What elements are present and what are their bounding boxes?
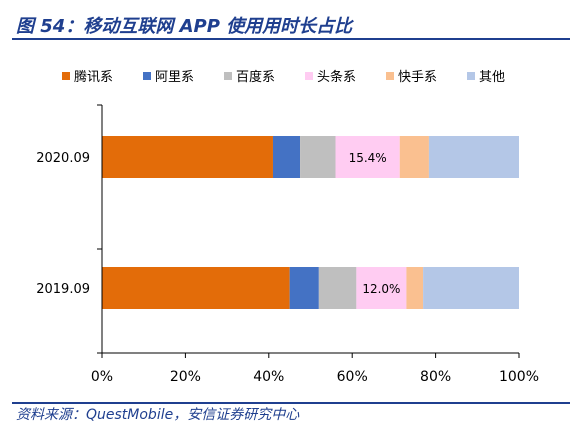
legend-label: 阿里系 bbox=[155, 70, 194, 85]
bar-segment bbox=[102, 267, 290, 309]
legend-swatch bbox=[467, 72, 475, 80]
x-tick-label: 80% bbox=[420, 369, 451, 385]
bar-segment bbox=[428, 136, 519, 178]
bar-segment bbox=[272, 136, 301, 178]
legend-swatch bbox=[305, 72, 313, 80]
bar-segment bbox=[102, 136, 273, 178]
legend-swatch bbox=[62, 72, 70, 80]
legend-swatch bbox=[386, 72, 394, 80]
source-divider bbox=[12, 402, 570, 404]
legend-label: 头条系 bbox=[317, 69, 356, 85]
x-tick-label: 100% bbox=[499, 369, 539, 385]
bar-segment bbox=[300, 136, 336, 178]
data-label: 12.0% bbox=[362, 282, 400, 296]
legend-label: 其他 bbox=[479, 70, 505, 85]
legend-label: 快手系 bbox=[398, 70, 437, 85]
x-tick-label: 20% bbox=[170, 369, 201, 385]
x-tick-label: 40% bbox=[253, 369, 284, 385]
legend-label: 腾讯系 bbox=[74, 69, 113, 85]
bar-segment bbox=[423, 267, 519, 309]
data-label: 15.4% bbox=[349, 151, 387, 165]
legend: 腾讯系 阿里系 百度系 头条系 快手系 其他 bbox=[62, 69, 505, 85]
x-tick-label: 0% bbox=[91, 369, 113, 385]
bar-segment bbox=[356, 267, 407, 309]
bars: 15.4% 2020.09 12.0% 2019.09 bbox=[36, 136, 519, 309]
title-bar: 图 54：移动互联网 APP 使用用时长占比 bbox=[12, 8, 570, 40]
category-label: 2020.09 bbox=[36, 151, 90, 166]
bar-segment bbox=[318, 267, 357, 309]
category-label: 2019.09 bbox=[36, 282, 90, 297]
legend-label: 百度系 bbox=[236, 69, 275, 85]
bar-segment bbox=[406, 267, 424, 309]
axes: 0% 20% 40% 60% 80% 100% bbox=[91, 104, 539, 385]
bar-segment bbox=[289, 267, 319, 309]
bar-segment bbox=[335, 136, 400, 178]
x-tick-label: 60% bbox=[337, 369, 368, 385]
legend-swatch bbox=[224, 72, 232, 80]
chart-title: 图 54：移动互联网 APP 使用用时长占比 bbox=[16, 16, 353, 37]
legend-swatch bbox=[143, 72, 151, 80]
source-note: 资料来源：QuestMobile，安信证券研究中心 bbox=[16, 407, 300, 423]
bar-segment bbox=[399, 136, 429, 178]
